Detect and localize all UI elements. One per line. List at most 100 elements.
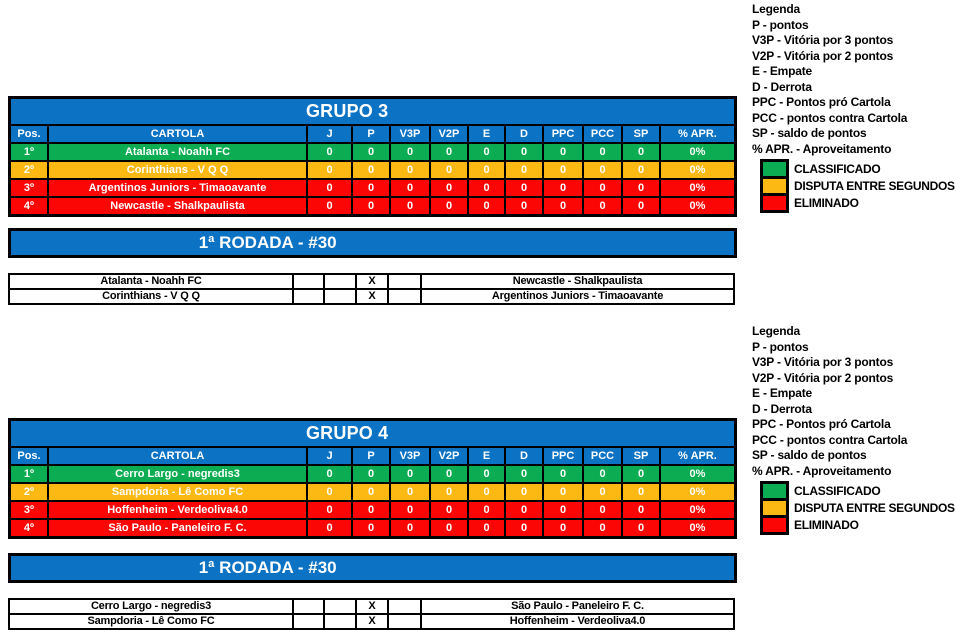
stat-cell-v3p: 0 <box>391 520 431 536</box>
legend-line: V2P - Vitória por 2 pontos <box>752 48 894 63</box>
status-label: CLASSIFICADO <box>794 162 881 176</box>
status-color-swatch <box>760 193 789 213</box>
stat-cell-v2p: 0 <box>431 520 469 536</box>
group4-standings-table: GRUPO 4 Pos. CARTOLA J P V3P V2P E D PPC… <box>8 418 737 539</box>
standings-row: 1º Atalanta - Noahh FC 0 0 0 0 0 0 0 0 0… <box>11 144 734 162</box>
stat-cell-apr: 0% <box>689 504 706 516</box>
standings-row: 4º São Paulo - Paneleiro F. C. 0 0 0 0 0… <box>11 520 734 536</box>
legend-line: V3P - Vitória por 3 pontos <box>752 355 894 369</box>
stat-cell-pcc: 0 <box>584 520 623 536</box>
stat-cell-p: 0 <box>353 502 391 518</box>
stat-cell-d: 0 <box>506 502 544 518</box>
group4-title: GRUPO 4 <box>305 423 389 443</box>
legend-line: PCC - pontos contra Cartola <box>752 110 908 125</box>
stat-cell-pcc: 0 <box>584 466 623 482</box>
stat-cell-e: 0 <box>469 520 506 536</box>
stat-cell-d: 0 <box>506 162 544 178</box>
group4-standings-body: 1º Cerro Largo - negredis3 0 0 0 0 0 0 0… <box>11 466 734 536</box>
away-score-cell <box>389 615 422 628</box>
home-score-cell <box>325 275 357 288</box>
fixture-row: Sampdoria - Lê Como FC X Hoffenheim - Ve… <box>10 613 733 628</box>
status-color-swatch <box>760 515 789 535</box>
away-team-cell: Newcastle - Shalkpaulista <box>512 275 643 287</box>
stat-cell-e: 0 <box>469 484 506 500</box>
stat-cell-apr: 0% <box>689 164 706 176</box>
stat-cell-e: 0 <box>469 162 506 178</box>
col-header-j: J <box>308 448 353 464</box>
home-team-cell: Corinthians - V Q Q <box>10 290 294 303</box>
stat-cell-e: 0 <box>469 180 506 196</box>
stat-cell-d: 0 <box>506 520 544 536</box>
stat-cell-p: 0 <box>353 144 391 160</box>
group3-title-bar: GRUPO 3 <box>11 99 734 126</box>
legend-status-row: ELIMINADO <box>760 193 954 213</box>
group3-fixtures-table: Atalanta - Noahh FC X Newcastle - Shalkp… <box>8 273 735 305</box>
legend-line: PPC - Pontos pró Cartola <box>752 417 891 431</box>
standings-row: 2º Corinthians - V Q Q 0 0 0 0 0 0 0 0 0… <box>11 162 734 180</box>
stat-cell-v3p: 0 <box>391 502 431 518</box>
group3-title: GRUPO 3 <box>305 101 389 121</box>
legend-line: E - Empate <box>752 64 813 78</box>
legend-line: P - pontos <box>752 17 809 32</box>
legend-bottom: Legenda P - pontos V3P - Vitória por 3 po… <box>752 324 955 535</box>
team-name-cell: Cerro Largo - negredis3 <box>49 466 308 482</box>
legend-top: Legenda P - pontos V3P - Vitória por 3 po… <box>752 2 955 213</box>
stat-cell-v2p: 0 <box>431 502 469 518</box>
standings-row: 2º Sampdoria - Lê Como FC 0 0 0 0 0 0 0 … <box>11 484 734 502</box>
group4-fixtures-table: Cerro Largo - negredis3 X São Paulo - Pa… <box>8 598 735 630</box>
col-header-e: E <box>469 448 506 464</box>
versus-cell: X <box>357 275 389 288</box>
col-header-d: D <box>506 448 544 464</box>
stat-cell-d: 0 <box>506 198 544 214</box>
legend-line: % APR. - Aproveitamento <box>752 463 892 478</box>
stat-cell-ppc: 0 <box>544 484 584 500</box>
stat-cell-p: 0 <box>353 180 391 196</box>
stat-cell-v3p: 0 <box>391 162 431 178</box>
away-team-cell: Argentinos Juniors - Timaoavante <box>491 290 664 302</box>
standings-row: 1º Cerro Largo - negredis3 0 0 0 0 0 0 0… <box>11 466 734 484</box>
stat-cell-sp: 0 <box>623 162 661 178</box>
spacer-cell <box>294 290 325 303</box>
stat-cell-apr: 0% <box>689 182 706 194</box>
stat-cell-apr: 0% <box>689 468 706 480</box>
round-title: 1ª RODADA - #30 <box>198 233 337 252</box>
col-header-sp: SP <box>623 126 661 142</box>
stat-cell-v2p: 0 <box>431 466 469 482</box>
status-label: DISPUTA ENTRE SEGUNDOS <box>794 501 955 515</box>
stat-cell-apr: 0% <box>689 146 706 158</box>
stat-cell-v3p: 0 <box>391 466 431 482</box>
fixture-row: Corinthians - V Q Q X Argentinos Juniors… <box>10 288 733 303</box>
legend-status-list: CLASSIFICADO DISPUTA ENTRE SEGUNDOS ELIM… <box>760 481 955 535</box>
legend-title: Legenda <box>752 324 800 338</box>
col-header-apr: % APR. <box>678 128 717 140</box>
legend-line: D - Derrota <box>752 79 812 94</box>
stat-cell-p: 0 <box>353 466 391 482</box>
spacer-cell <box>294 600 325 613</box>
col-header-cartola: CARTOLA <box>49 448 308 464</box>
home-score-cell <box>325 600 357 613</box>
fixture-row: Cerro Largo - negredis3 X São Paulo - Pa… <box>10 600 733 613</box>
legend-line: V2P - Vitória por 2 pontos <box>752 370 894 385</box>
stat-cell-e: 0 <box>469 502 506 518</box>
home-score-cell <box>325 290 357 303</box>
legend-line: SP - saldo de pontos <box>752 448 867 462</box>
legend-status-row: ELIMINADO <box>760 515 954 535</box>
legend-lines: P - pontos V3P - Vitória por 3 pontos V2P … <box>752 340 954 480</box>
stat-cell-pcc: 0 <box>584 144 623 160</box>
legend-status-row: DISPUTA ENTRE SEGUNDOS <box>760 176 955 196</box>
away-score-cell <box>389 290 422 303</box>
stat-cell-j: 0 <box>308 502 353 518</box>
stat-cell-p: 0 <box>353 484 391 500</box>
stat-cell-sp: 0 <box>623 180 661 196</box>
stat-cell-ppc: 0 <box>544 144 584 160</box>
standings-header-row: Pos. CARTOLA J P V3P V2P E D PPC PCC SP … <box>11 126 734 144</box>
standings-header-row: Pos. CARTOLA J P V3P V2P E D PPC PCC SP … <box>11 448 734 466</box>
home-team-cell: Sampdoria - Lê Como FC <box>10 615 294 628</box>
stat-cell-e: 0 <box>469 198 506 214</box>
versus-cell: X <box>357 615 389 628</box>
group4-round-banner: 1ª RODADA - #30 <box>8 553 737 583</box>
legend-title: Legenda <box>752 2 800 16</box>
col-header-e: E <box>469 126 506 142</box>
col-header-j: J <box>308 126 353 142</box>
legend-lines: P - pontos V3P - Vitória por 3 pontos V2P … <box>752 18 954 158</box>
